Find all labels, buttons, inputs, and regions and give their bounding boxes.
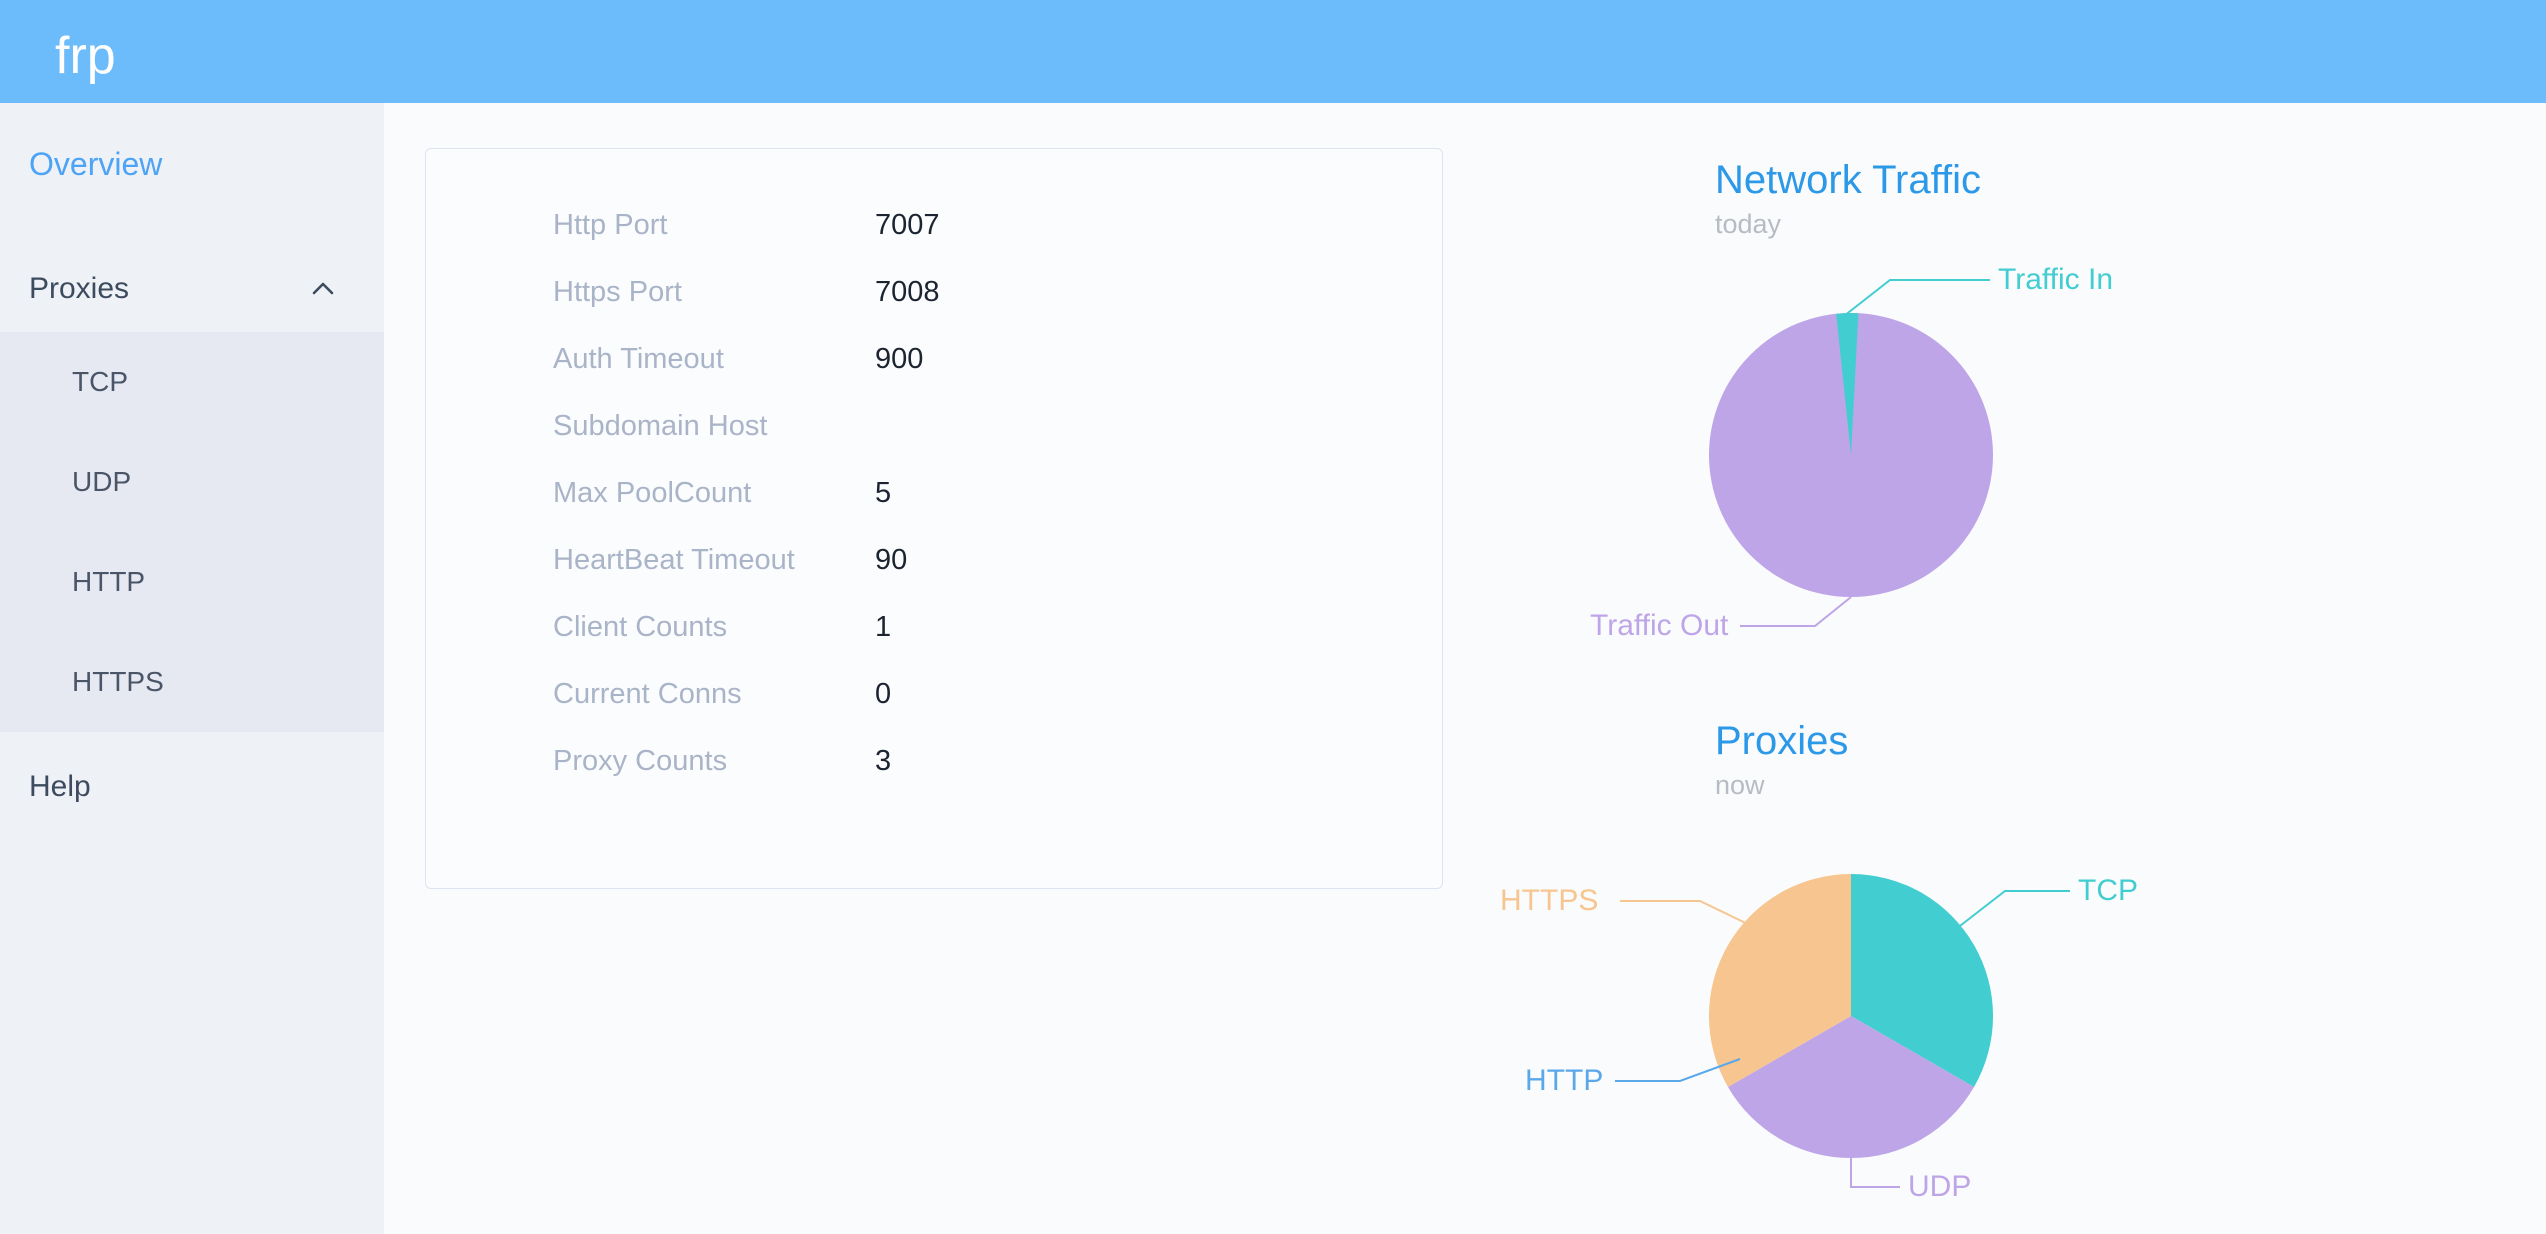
svg-text:Traffic In: Traffic In: [1998, 263, 2113, 296]
svg-text:Traffic Out: Traffic Out: [1590, 609, 1729, 642]
svg-text:HTTPS: HTTPS: [1500, 884, 1598, 917]
svg-text:HTTP: HTTP: [1525, 1064, 1603, 1097]
svg-text:UDP: UDP: [1908, 1170, 1971, 1203]
svg-text:TCP: TCP: [2078, 874, 2138, 907]
